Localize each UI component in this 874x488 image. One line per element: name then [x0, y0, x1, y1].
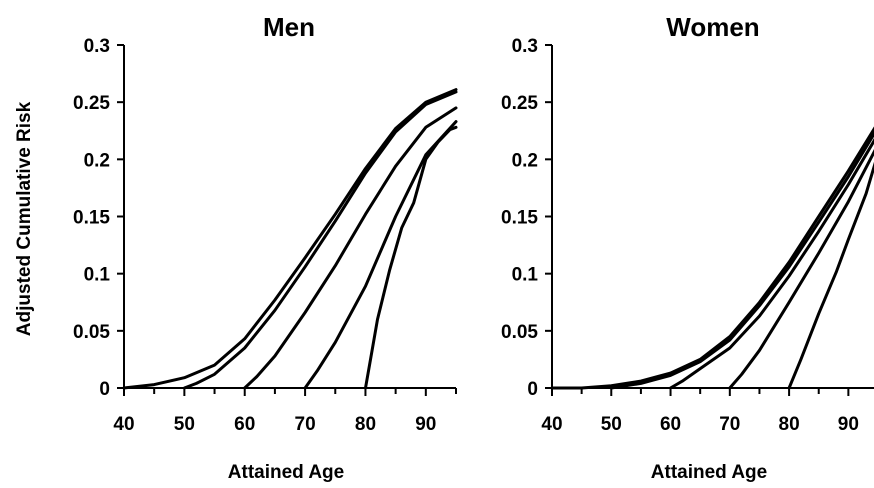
x-tick-label: 60 [660, 414, 681, 435]
y-tick-label: 0.15 [73, 208, 110, 229]
series-line-3 [669, 138, 874, 390]
series-line-1 [122, 88, 458, 390]
x-tick-label: 80 [779, 414, 800, 435]
y-axis-label: Adjusted Cumulative Risk [14, 101, 35, 336]
chart-women: Women Attained Age 0 0.05 0.1 0.15 0.2 0.25 0.… [501, 12, 874, 483]
x-tick-label: 50 [601, 414, 622, 435]
y-tick-label: 0.2 [512, 150, 538, 171]
plot-lines [122, 88, 458, 390]
series-line-5 [787, 161, 874, 390]
series-line-4 [303, 120, 458, 390]
y-tick-label: 0 [527, 379, 538, 400]
y-tick-label: 0.1 [512, 265, 539, 286]
y-tick-label: 0.05 [501, 322, 538, 343]
x-tick-label: 40 [113, 414, 134, 435]
x-tick-label: 40 [541, 414, 562, 435]
tick-labels: 0 0.05 0.1 0.15 0.2 0.25 0.3 40 50 60 70 80 90 [73, 36, 436, 435]
chart-title: Women [666, 12, 759, 42]
x-tick-label: 50 [174, 414, 195, 435]
x-tick-label: 70 [295, 414, 316, 435]
x-axis-label: Attained Age [228, 462, 344, 483]
x-tick-label: 90 [838, 414, 859, 435]
chart-men: Men Attained Age Adjusted Cumulative Ris… [14, 12, 458, 483]
series-line-2 [609, 131, 874, 390]
series-line-1 [550, 126, 874, 390]
x-axis-label: Attained Age [651, 462, 767, 483]
y-tick-label: 0.3 [512, 36, 538, 57]
series-line-5 [364, 125, 458, 390]
x-tick-label: 90 [415, 414, 436, 435]
y-tick-label: 0.2 [84, 150, 110, 171]
x-tick-label: 60 [234, 414, 255, 435]
series-line-2 [182, 90, 458, 390]
y-tick-label: 0.25 [73, 93, 110, 114]
y-tick-label: 0 [99, 379, 110, 400]
axes [545, 44, 874, 396]
x-tick-label: 70 [719, 414, 740, 435]
y-tick-label: 0.3 [84, 36, 110, 57]
y-tick-label: 0.05 [73, 322, 110, 343]
x-tick-label: 80 [355, 414, 376, 435]
y-tick-label: 0.15 [501, 208, 538, 229]
tick-labels: 0 0.05 0.1 0.15 0.2 0.25 0.3 40 50 60 70 80 90 [501, 36, 859, 435]
chart-title: Men [263, 12, 315, 42]
y-tick-label: 0.25 [501, 93, 538, 114]
plot-lines [550, 126, 874, 390]
series-line-3 [243, 106, 458, 390]
y-tick-label: 0.1 [84, 265, 111, 286]
series-line-4 [728, 148, 874, 390]
